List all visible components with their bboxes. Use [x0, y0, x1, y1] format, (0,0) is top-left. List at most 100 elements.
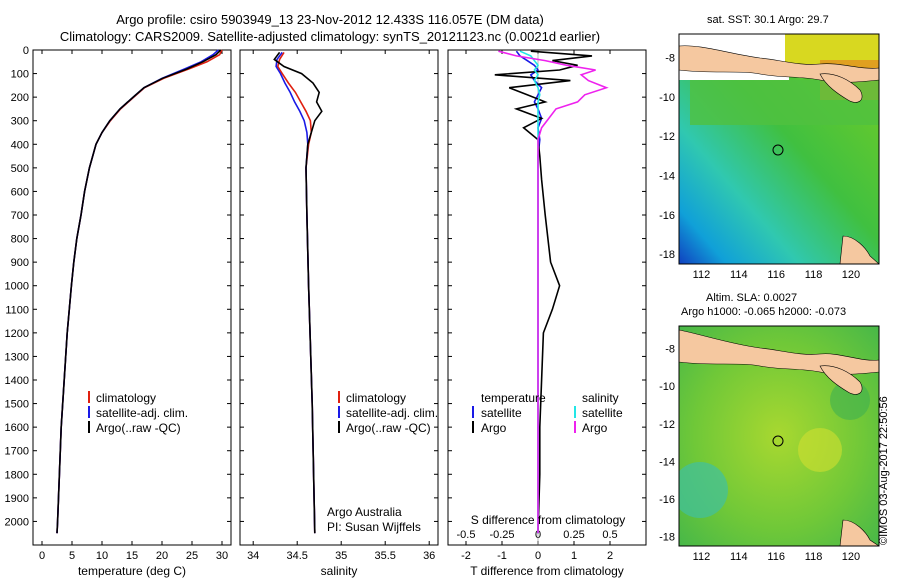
- depth-tick-label: 600: [11, 186, 29, 198]
- depth-tick-label: 1400: [5, 375, 29, 387]
- x-tick-label: -1: [497, 550, 507, 562]
- x-axis-label: temperature (deg C): [78, 564, 186, 578]
- sla-high-patch: [798, 428, 842, 472]
- sst-map-frame: [678, 33, 880, 265]
- land-sumba: [819, 365, 863, 395]
- salinity-panel-frame: [239, 49, 439, 546]
- depth-tick-label: 1100: [5, 304, 29, 316]
- x-tick-label: -2: [461, 550, 471, 562]
- x-tick-label: 35.5: [374, 550, 395, 562]
- x-tick-label: 35: [335, 550, 347, 562]
- legend-label-satellite: satellite-adj. clim.: [96, 406, 188, 420]
- x-tick-label: 30: [216, 550, 228, 562]
- map-y-tick-label: -14: [659, 171, 675, 183]
- sst-map-title: sat. SST: 30.1 Argo: 29.7: [707, 14, 829, 26]
- depth-tick-label: 1700: [5, 446, 29, 458]
- depth-tick-label: 900: [11, 257, 29, 269]
- annotation-pi: PI: Susan Wijffels: [327, 520, 421, 534]
- map-y-tick-label: -10: [659, 92, 675, 104]
- land-sumba: [819, 73, 863, 103]
- sla-map-title-line2: Argo h1000: -0.065 h2000: -0.073: [681, 306, 847, 318]
- map-x-tick-label: 118: [805, 269, 823, 281]
- depth-tick-label: 1000: [5, 281, 29, 293]
- sla-low-patch: [679, 462, 728, 518]
- legend-label-argo: Argo(..raw -QC): [346, 421, 431, 435]
- x-tick-label: 25: [186, 550, 198, 562]
- legend-title-salinity: salinity: [582, 391, 619, 405]
- argo-position-marker: [772, 435, 784, 447]
- argo-position-marker: [772, 144, 784, 156]
- series-line-salinity-argo: [498, 50, 609, 534]
- s-diff-tick-label: -0.5: [457, 529, 476, 541]
- s-diff-tick-label: -0.25: [489, 529, 514, 541]
- map-x-tick-label: 112: [693, 269, 711, 281]
- x-tick-label: 0: [39, 550, 45, 562]
- figure-title-line2: Climatology: CARS2009. Satellite-adjuste…: [59, 29, 601, 44]
- map-x-tick-label: 118: [805, 551, 823, 563]
- map-x-tick-label: 116: [767, 551, 785, 563]
- map-y-tick-label: -12: [659, 419, 675, 431]
- x-tick-label: 34.5: [286, 550, 307, 562]
- difference-legend: temperature satellite Argo salinity sate…: [471, 391, 626, 527]
- s-diff-tick-label: 0.25: [563, 529, 584, 541]
- depth-tick-label: 0: [23, 45, 29, 57]
- depth-tick-label: 1500: [5, 399, 29, 411]
- x-tick-label: 0: [535, 550, 541, 562]
- map-x-tick-label: 114: [730, 551, 748, 563]
- depth-tick-label: 200: [11, 92, 29, 104]
- legend-label-s-argo: Argo: [582, 421, 608, 435]
- map-y-tick-label: -18: [659, 249, 675, 261]
- temperature-panel-frame: [32, 49, 232, 546]
- legend-label-argo: Argo(..raw -QC): [96, 421, 181, 435]
- depth-tick-label: 1200: [5, 328, 29, 340]
- map-y-tick-label: -16: [659, 210, 675, 222]
- depth-tick-label: 300: [11, 116, 29, 128]
- series-line-temperature-argo: [494, 50, 593, 534]
- annotation-argo-australia: Argo Australia: [327, 505, 402, 519]
- map-x-tick-label: 120: [842, 551, 860, 563]
- sla-map-frame: [678, 325, 880, 547]
- legend-label-t-satellite: satellite: [481, 406, 522, 420]
- x-tick-label: 34: [247, 550, 259, 562]
- sla-map-title-line1: Altim. SLA: 0.0027: [706, 292, 798, 304]
- series-line-argo-raw-qc-: [56, 49, 222, 534]
- x-tick-label: 10: [96, 550, 108, 562]
- temperature-legend: climatology satellite-adj. clim. Argo(..…: [88, 391, 188, 435]
- lines-layer: [56, 49, 609, 534]
- depth-tick-label: 1600: [5, 422, 29, 434]
- land-australia: [839, 235, 879, 264]
- depth-tick-label: 1800: [5, 469, 29, 481]
- map-y-tick-label: -8: [665, 53, 675, 65]
- series-line-argo-raw-qc-: [273, 51, 323, 534]
- s-diff-tick-label: 0.5: [602, 529, 617, 541]
- x-tick-label: 20: [156, 550, 168, 562]
- salinity-legend: climatology satellite-adj. clim. Argo(..…: [327, 391, 438, 534]
- series-line-climatology: [56, 49, 223, 534]
- land-java: [679, 45, 879, 83]
- map-x-tick-label: 114: [730, 269, 748, 281]
- x-tick-label: 1: [571, 550, 577, 562]
- map-y-tick-label: -8: [665, 344, 675, 356]
- depth-tick-label: 1300: [5, 351, 29, 363]
- depth-tick-label: 700: [11, 210, 29, 222]
- depth-tick-label: 2000: [5, 516, 29, 528]
- legend-label-satellite: satellite-adj. clim.: [346, 406, 438, 420]
- x-axis-label: salinity: [321, 564, 358, 578]
- legend-label-t-argo: Argo: [481, 421, 507, 435]
- x-tick-label: 36: [423, 550, 435, 562]
- legend-label-s-satellite: satellite: [582, 406, 623, 420]
- map-y-tick-label: -12: [659, 131, 675, 143]
- difference-panel-frame: [447, 49, 647, 546]
- s-diff-axis-label: S difference from climatology: [471, 513, 626, 527]
- map-y-tick-label: -18: [659, 532, 675, 544]
- x-tick-label: 2: [607, 550, 613, 562]
- map-y-tick-label: -16: [659, 494, 675, 506]
- map-x-tick-label: 120: [842, 269, 860, 281]
- map-x-tick-label: 112: [693, 551, 711, 563]
- legend-label-climatology: climatology: [346, 391, 406, 405]
- sst-map: [678, 33, 880, 265]
- depth-tick-label: 500: [11, 163, 29, 175]
- sla-map: [678, 325, 880, 547]
- x-tick-label: 15: [126, 550, 138, 562]
